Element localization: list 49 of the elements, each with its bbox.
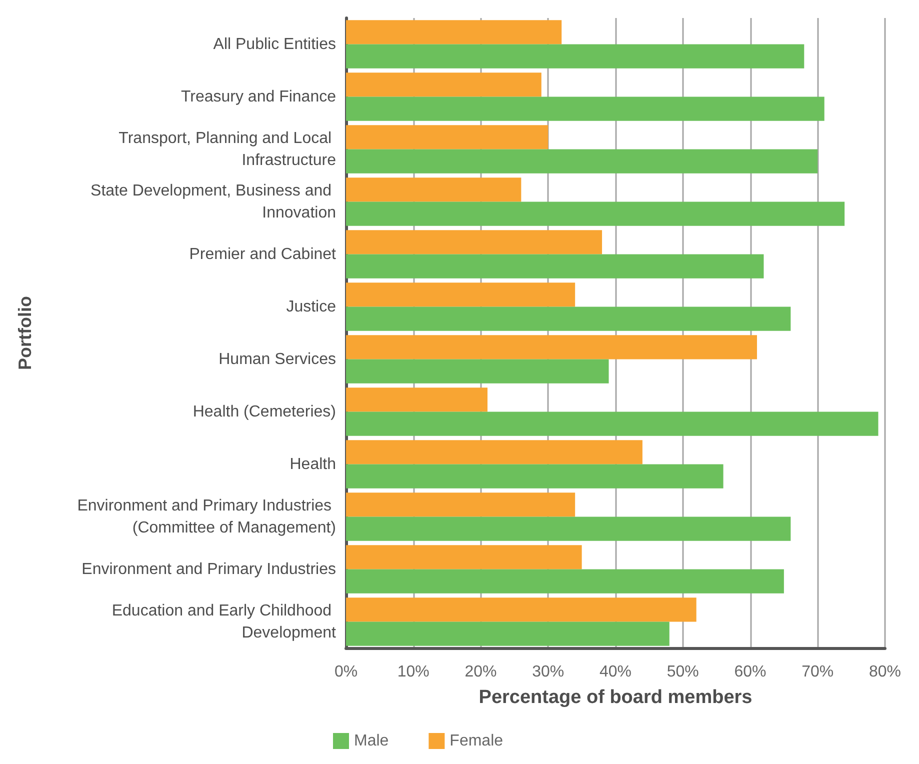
bar bbox=[346, 44, 804, 68]
legend-label: Female bbox=[450, 732, 504, 750]
bar bbox=[346, 149, 818, 174]
bar bbox=[346, 492, 576, 517]
bar bbox=[346, 254, 764, 278]
y-tick-label: All Public Entities bbox=[213, 36, 336, 53]
bar bbox=[346, 359, 609, 384]
x-tick-label: 30% bbox=[532, 664, 564, 680]
bar bbox=[346, 125, 548, 150]
legend-label: Male bbox=[354, 732, 389, 750]
y-axis-title: Portfolio bbox=[15, 296, 35, 370]
x-tick-label: 70% bbox=[802, 664, 834, 680]
x-axis-title: Percentage of board members bbox=[478, 687, 752, 708]
y-tick-label: Health bbox=[290, 456, 336, 473]
x-tick-label: 40% bbox=[599, 664, 632, 680]
bar bbox=[346, 306, 791, 331]
y-tick-label: Justice bbox=[286, 298, 336, 316]
bar bbox=[346, 282, 576, 307]
bar bbox=[346, 622, 670, 646]
bar bbox=[346, 230, 602, 254]
bar bbox=[346, 96, 824, 121]
bar bbox=[346, 464, 724, 488]
y-tick-label: Human Services bbox=[218, 350, 336, 368]
x-tick-label: 0% bbox=[334, 664, 358, 680]
bar bbox=[346, 516, 791, 541]
x-tick-label: 20% bbox=[464, 664, 497, 680]
bar bbox=[346, 202, 845, 226]
bar bbox=[346, 598, 696, 622]
bar bbox=[346, 569, 784, 594]
y-tick-label: Health (Cemeteries) bbox=[192, 403, 336, 420]
y-tick-label: State Development, Business and Innovation bbox=[90, 182, 336, 222]
y-tick-label: Education and Early Childhood Development bbox=[112, 602, 337, 642]
bar bbox=[346, 388, 488, 412]
bar bbox=[346, 335, 757, 360]
y-tick-label: Transport, Planning and Local Infrastructure bbox=[118, 130, 336, 169]
y-tick-label: Environment and Primary Industries bbox=[82, 560, 336, 578]
y-tick-label: Environment and Primary Industries (Committee of Management) bbox=[77, 497, 336, 536]
bar bbox=[346, 412, 878, 436]
bar bbox=[346, 72, 542, 97]
y-tick-label: Premier and Cabinet bbox=[189, 246, 337, 263]
x-tick-label: 80% bbox=[868, 664, 902, 680]
x-tick-label: 10% bbox=[397, 664, 430, 680]
bar bbox=[346, 178, 522, 202]
y-tick-label: Treasury and Finance bbox=[180, 88, 336, 106]
bar bbox=[346, 440, 642, 464]
bar bbox=[346, 545, 582, 570]
x-tick-label: 50% bbox=[666, 664, 699, 680]
x-tick-label: 60% bbox=[734, 664, 766, 680]
bar bbox=[346, 20, 562, 44]
